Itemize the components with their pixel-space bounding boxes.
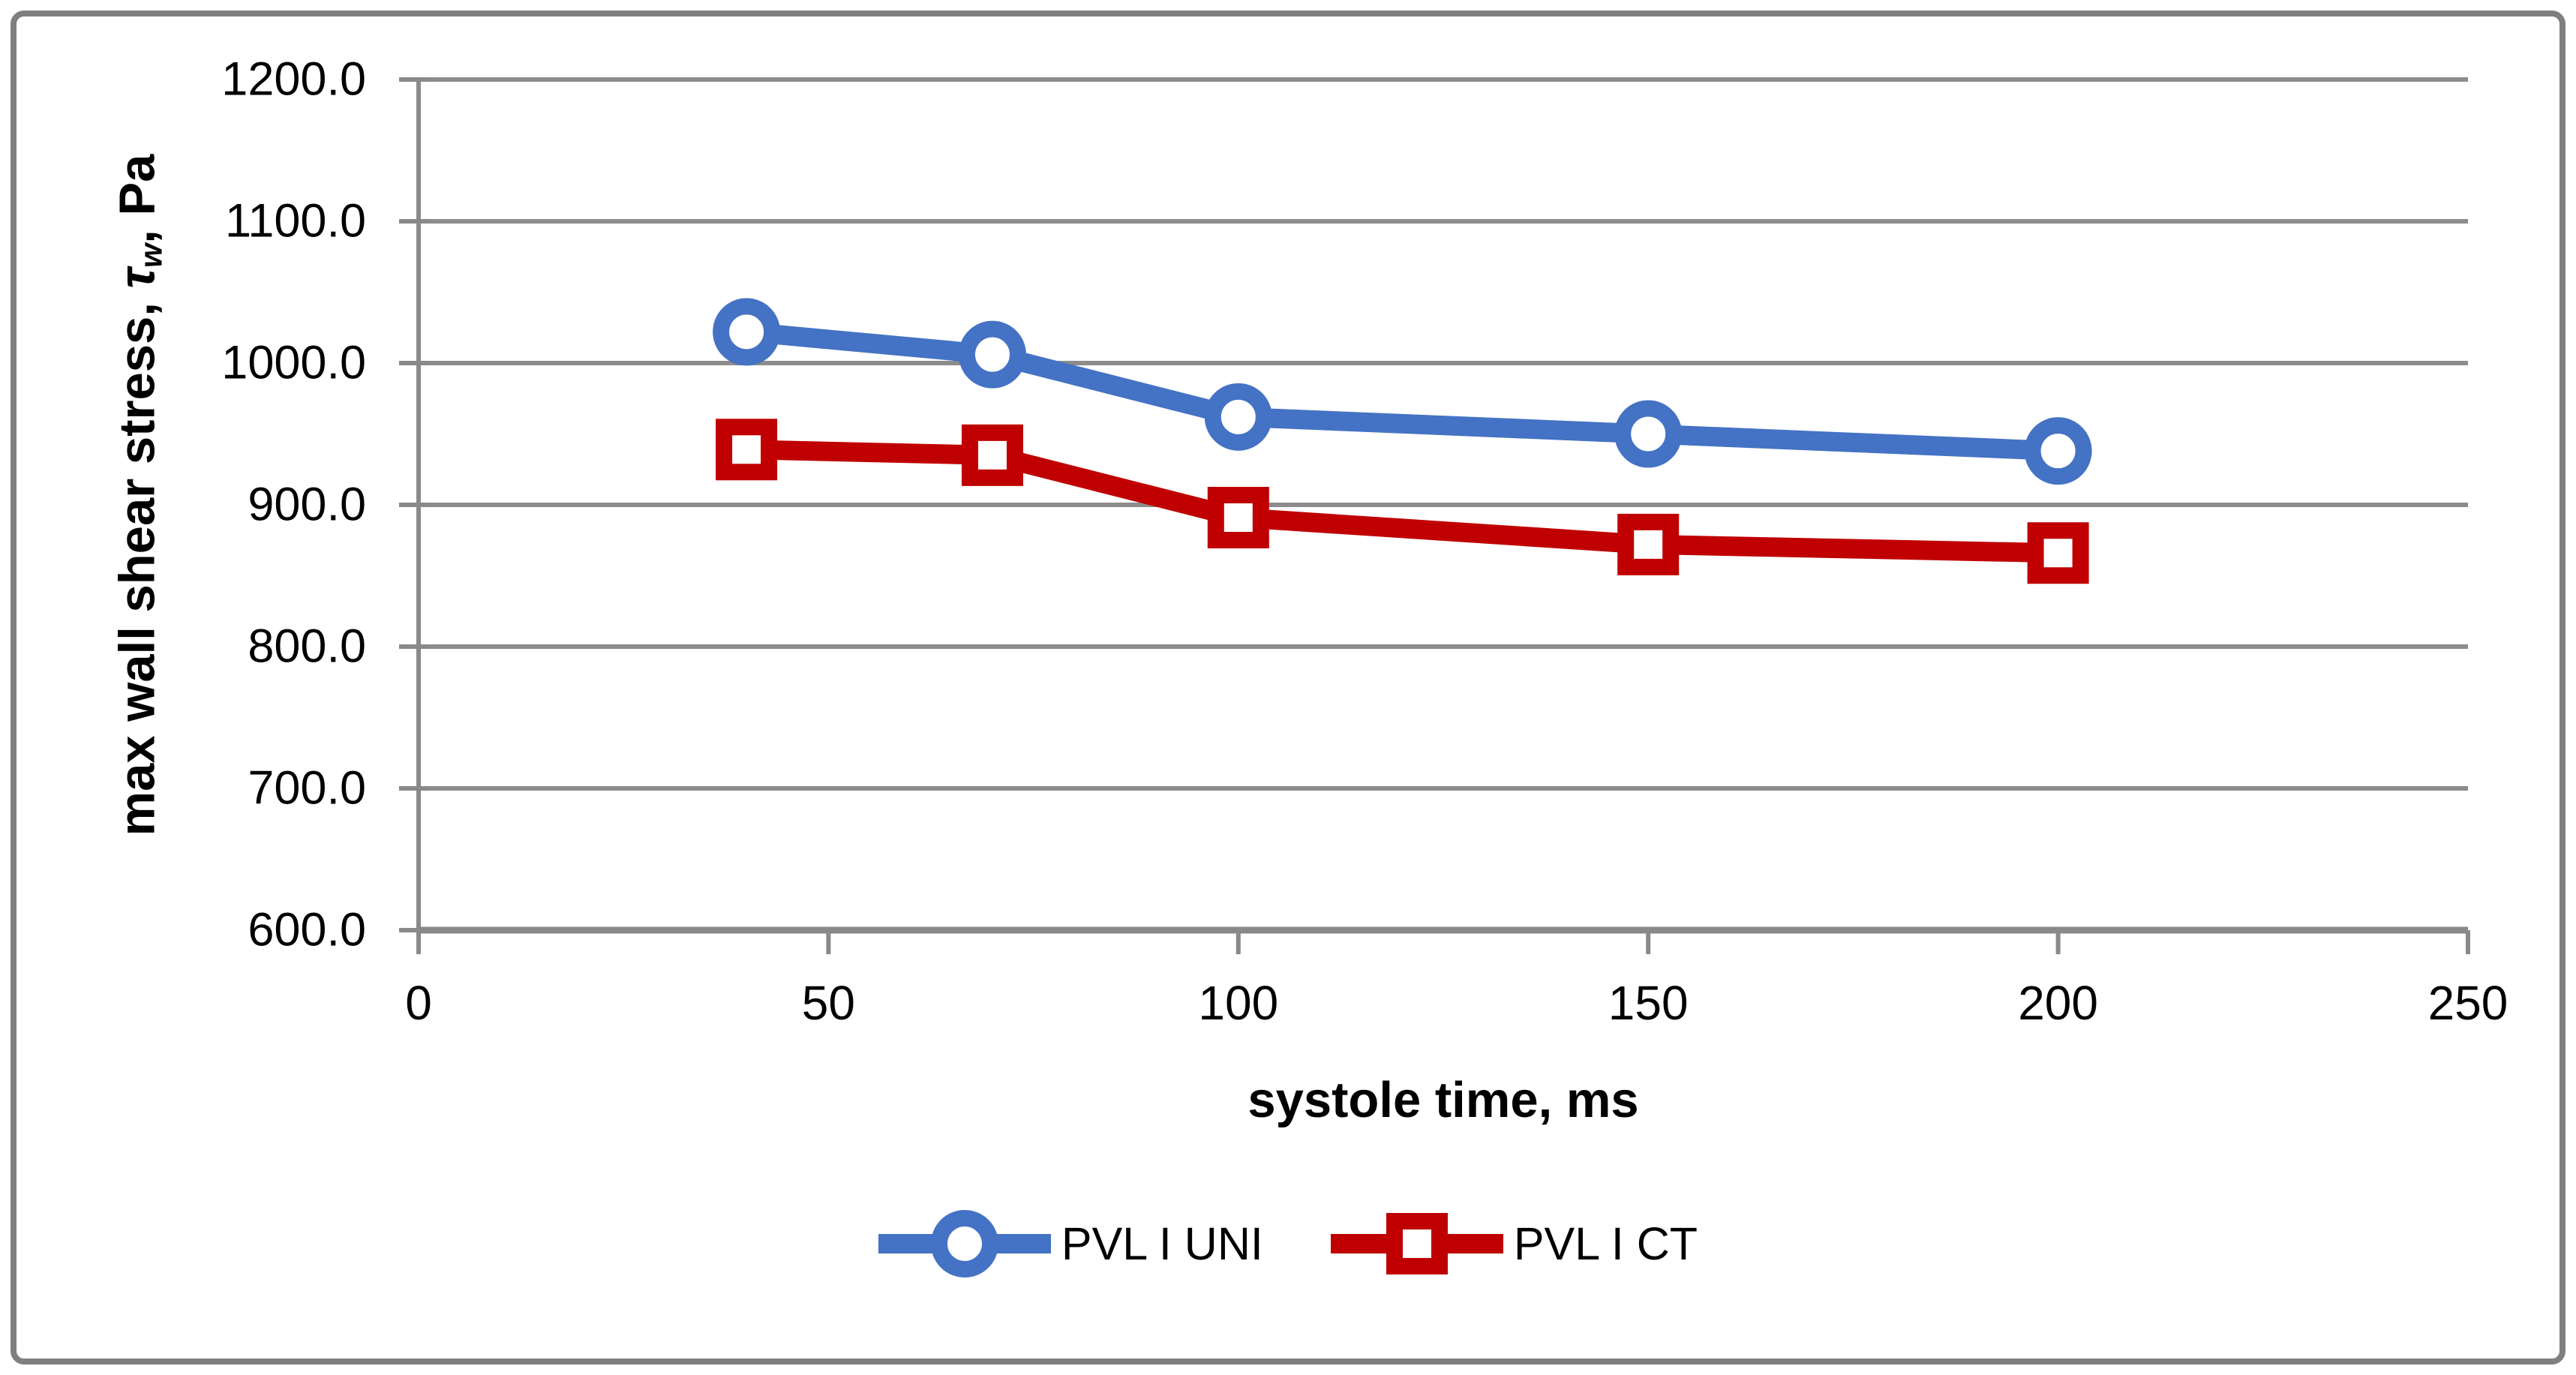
- legend-label: PVL I UNI: [1061, 1217, 1263, 1269]
- tau-subscript: w: [133, 243, 169, 269]
- y-tick-label-700: 700.0: [248, 761, 366, 815]
- data-point-square: [716, 419, 778, 481]
- data-point-square: [2027, 522, 2089, 584]
- legend-marker-circle: [878, 1210, 1051, 1277]
- legend-label: PVL I CT: [1513, 1217, 1698, 1269]
- series-line-pvl-i-uni: [745, 322, 2059, 461]
- y-axis-title: max wall shear stress, τw, Pa: [108, 155, 169, 836]
- series-line-pvl-i-ct: [746, 440, 2058, 563]
- data-point-circle: [1204, 383, 1272, 451]
- data-point-circle: [1614, 400, 1683, 468]
- data-point-circle: [713, 298, 781, 366]
- y-axis-title-text: max wall shear stress,: [109, 288, 166, 836]
- y-axis-title-units: , Pa: [109, 154, 166, 244]
- y-tick-label-600: 600.0: [248, 903, 366, 956]
- chart-legend: PVL I UNI PVL I CT: [0, 1202, 2576, 1285]
- legend-marker-square: [1330, 1213, 1503, 1274]
- x-axis-title: systole time, ms: [1247, 1072, 1639, 1128]
- x-tick-label-150: 150: [1608, 976, 1689, 1030]
- tau-symbol: τ: [109, 268, 166, 289]
- y-tick-label-900: 900.0: [248, 478, 366, 531]
- data-point-circle: [2024, 417, 2092, 485]
- y-tick-label-1000: 1000.0: [221, 336, 366, 389]
- y-tick-label-1200: 1200.0: [221, 53, 366, 106]
- legend-item-pvl-i-ct: PVL I CT: [1330, 1202, 1698, 1285]
- data-point-square: [1207, 487, 1269, 549]
- data-point-square: [1617, 513, 1680, 575]
- x-tick-label-100: 100: [1198, 976, 1279, 1030]
- data-point-circle: [958, 320, 1026, 389]
- y-tick-label-800: 800.0: [248, 620, 366, 673]
- x-tick-label-200: 200: [2018, 976, 2098, 1030]
- x-tick-label-50: 50: [801, 976, 855, 1030]
- x-tick-label-250: 250: [2427, 976, 2508, 1030]
- data-point-square: [961, 424, 1023, 486]
- legend-item-pvl-i-uni: PVL I UNI: [878, 1202, 1263, 1285]
- y-tick-label-1100: 1100.0: [224, 194, 366, 248]
- x-tick-label-0: 0: [405, 976, 432, 1030]
